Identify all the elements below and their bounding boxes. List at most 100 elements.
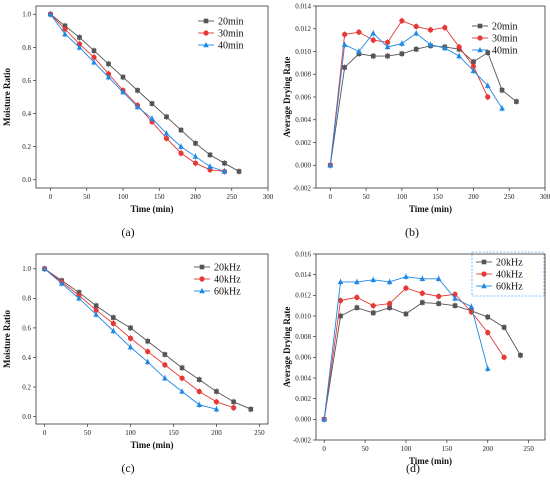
panel-label: (c): [121, 461, 134, 475]
y-tick-label: 0.4: [22, 110, 31, 118]
y-tick-label: 0.010: [295, 312, 311, 320]
data-point: [370, 310, 376, 316]
data-point: [196, 388, 202, 395]
x-tick-label: 300: [540, 193, 550, 201]
legend-marker: [481, 259, 487, 265]
data-point: [501, 325, 507, 330]
data-point: [387, 305, 392, 311]
data-point: [178, 143, 184, 149]
legend-marker: [203, 18, 209, 24]
x-tick-label: 0: [43, 429, 47, 437]
x-tick-label: 150: [432, 193, 443, 201]
x-axis-label: Time (min): [409, 456, 452, 466]
data-point: [468, 303, 475, 309]
legend-label: 60kHz: [496, 282, 523, 293]
plot-frame: [35, 253, 269, 425]
y-axis-label: Average Drying Rate: [282, 57, 292, 138]
x-axis-label: Time (min): [130, 204, 173, 214]
data-point: [436, 301, 441, 306]
data-point: [76, 44, 83, 50]
data-point: [231, 399, 236, 405]
data-point: [485, 50, 491, 55]
panel-label: (a): [121, 225, 134, 239]
y-tick-label: 0.012: [295, 292, 311, 300]
x-tick-label: 250: [504, 193, 515, 201]
legend-label: 40min: [218, 41, 244, 52]
y-tick-label: 0.6: [22, 77, 31, 85]
data-point: [456, 44, 462, 50]
data-point: [41, 265, 48, 271]
data-point: [470, 67, 477, 74]
data-point: [162, 352, 168, 357]
x-tick-label: 100: [397, 193, 408, 201]
y-tick-label: 0.000: [295, 416, 311, 424]
data-point: [145, 348, 151, 355]
panel-label: (d): [406, 461, 420, 475]
series-30min: [327, 17, 491, 169]
legend-marker: [199, 288, 205, 294]
data-point: [452, 291, 458, 297]
data-point: [399, 18, 405, 24]
y-tick-label: 0.012: [295, 25, 311, 33]
data-point: [452, 303, 458, 308]
data-point: [222, 160, 227, 166]
y-tick-label: 0.014: [295, 2, 311, 10]
data-point: [370, 53, 376, 59]
data-point: [77, 35, 82, 40]
data-point: [341, 41, 348, 47]
data-point: [47, 11, 54, 17]
legend-label: 60kHz: [214, 287, 241, 298]
data-point: [456, 53, 462, 59]
legend-label: 30min: [218, 29, 244, 40]
legend-label: 20min: [218, 17, 244, 28]
data-point: [484, 82, 491, 88]
x-tick-label: 250: [227, 193, 238, 201]
y-tick-label: -0.002: [293, 436, 312, 444]
data-point: [413, 30, 419, 36]
data-point: [149, 101, 155, 106]
data-point: [499, 87, 505, 93]
x-tick-label: 200: [483, 445, 494, 453]
series-60kHz: [41, 265, 220, 413]
data-point: [370, 30, 377, 36]
y-tick-label: 0.004: [295, 116, 311, 124]
data-point: [384, 39, 391, 46]
y-axis-label: Moisture Ratio: [2, 309, 12, 368]
series-20min: [48, 11, 242, 175]
data-point: [134, 103, 141, 110]
data-point: [370, 37, 376, 43]
data-point: [321, 416, 327, 422]
legend-marker: [477, 35, 483, 41]
data-point: [413, 46, 419, 52]
legend-marker: [199, 276, 205, 282]
data-point: [163, 130, 170, 136]
data-point: [338, 313, 343, 319]
data-point: [106, 61, 111, 67]
data-point: [427, 41, 434, 47]
series-line: [329, 32, 503, 166]
data-point: [413, 23, 419, 30]
x-tick-label: 0: [49, 193, 53, 201]
data-point: [110, 327, 117, 334]
data-point: [442, 45, 448, 51]
data-point: [356, 48, 362, 54]
legend-marker: [203, 30, 209, 36]
data-point: [354, 305, 360, 311]
x-tick-label: 200: [468, 193, 479, 201]
data-point: [370, 303, 376, 309]
data-point: [110, 320, 116, 327]
plot-frame: [315, 253, 546, 441]
series-line: [50, 13, 240, 172]
y-tick-label: 0.008: [295, 71, 311, 79]
data-point: [192, 153, 199, 159]
data-point: [127, 344, 134, 350]
x-tick-label: 100: [125, 429, 136, 437]
data-point: [162, 375, 168, 381]
data-point: [58, 280, 65, 286]
data-point: [149, 115, 155, 121]
data-point: [93, 307, 99, 313]
y-tick-label: 0.006: [295, 93, 311, 101]
y-tick-label: 0.2: [22, 383, 31, 391]
